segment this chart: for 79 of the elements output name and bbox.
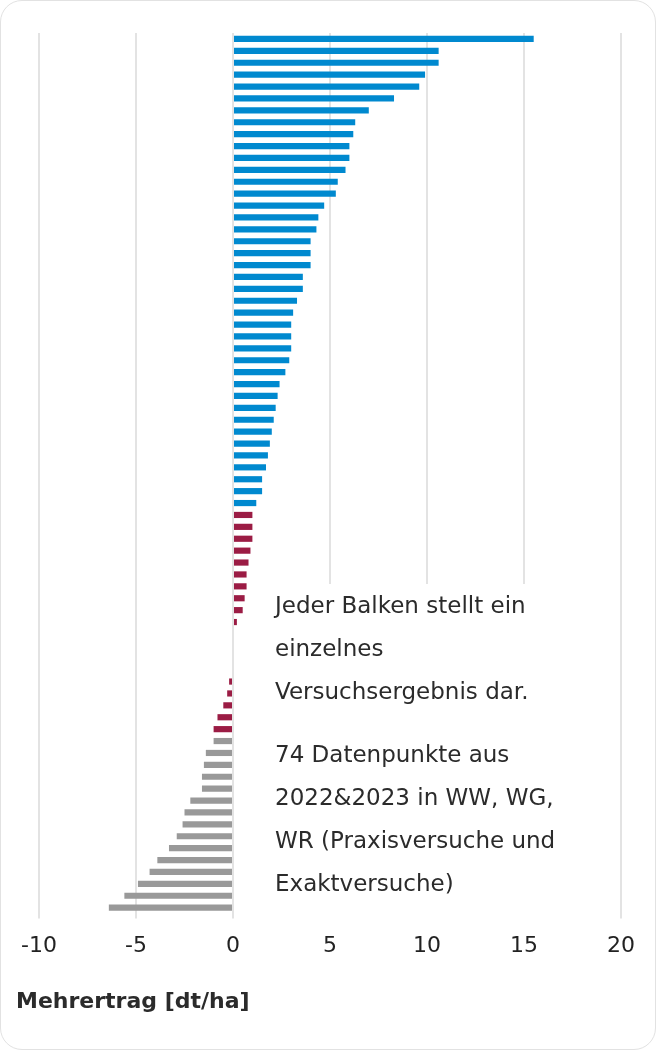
bar [234, 547, 251, 554]
bar [234, 250, 311, 257]
bar [227, 690, 232, 697]
bar [124, 892, 232, 899]
bar [234, 178, 338, 185]
bar [234, 95, 395, 102]
bar [203, 761, 232, 768]
x-tick-label: 5 [323, 931, 337, 957]
bar [201, 785, 232, 792]
annotation: Jeder Balken stellt ein einzelnes Versuchsergebnis dar. [275, 591, 530, 706]
bar [234, 607, 243, 614]
bar [234, 392, 278, 400]
bar [234, 583, 247, 590]
bar [190, 797, 232, 804]
bar [234, 83, 420, 90]
bar [234, 488, 263, 495]
bar [234, 119, 356, 126]
bar [157, 856, 232, 864]
bar [234, 47, 439, 54]
bar [234, 261, 311, 269]
bar [234, 357, 290, 364]
bar [234, 380, 280, 388]
bar [234, 285, 303, 292]
bar [234, 618, 237, 626]
x-tick-label: 0 [226, 931, 240, 957]
bar [234, 452, 268, 459]
bar [234, 440, 270, 447]
bar [234, 202, 325, 209]
bar [217, 714, 232, 721]
bar [234, 416, 274, 423]
bar [234, 595, 245, 602]
x-axis-title: Mehrertrag [dt/ha] [16, 988, 250, 1013]
bar [176, 833, 232, 840]
x-tick-label: -10 [21, 931, 57, 957]
bar [234, 345, 292, 352]
bar [213, 737, 232, 745]
bar [234, 226, 317, 233]
bar [234, 535, 253, 542]
bar [149, 868, 232, 876]
bar [234, 238, 311, 245]
bar [234, 523, 253, 530]
bar [182, 821, 232, 828]
bar [234, 511, 253, 519]
bar [223, 702, 232, 709]
bar [229, 678, 232, 685]
bar [234, 59, 439, 66]
annotation: 74 Datenpunkte aus 2022&2023 in WW, WG, WR (Praxisversuche und Exaktversuche) [275, 740, 557, 898]
bar [234, 404, 276, 411]
bar [168, 845, 232, 852]
bar [234, 476, 263, 483]
bar [234, 464, 266, 471]
bar [234, 71, 426, 78]
x-tick-label: 10 [413, 931, 441, 957]
bar [234, 142, 350, 150]
bar [234, 273, 303, 281]
bar [234, 309, 294, 316]
bar [234, 166, 346, 173]
bar [184, 809, 232, 816]
bar [234, 321, 292, 328]
bar [108, 904, 232, 911]
bar [234, 559, 249, 566]
bar [234, 333, 292, 340]
bar [234, 214, 319, 221]
x-tick-label: -5 [125, 931, 147, 957]
bar [234, 499, 257, 507]
bar [205, 749, 232, 757]
x-tick-label: 15 [510, 931, 538, 957]
bar [234, 131, 354, 138]
bar [234, 369, 286, 376]
bar [234, 297, 298, 304]
bar [234, 428, 272, 435]
bar [234, 154, 350, 162]
bar [213, 726, 232, 733]
bar [201, 773, 232, 780]
x-tick-label: 20 [607, 931, 635, 957]
bar [234, 190, 336, 197]
bar [137, 880, 232, 887]
bar [234, 107, 369, 114]
bar [234, 571, 247, 578]
